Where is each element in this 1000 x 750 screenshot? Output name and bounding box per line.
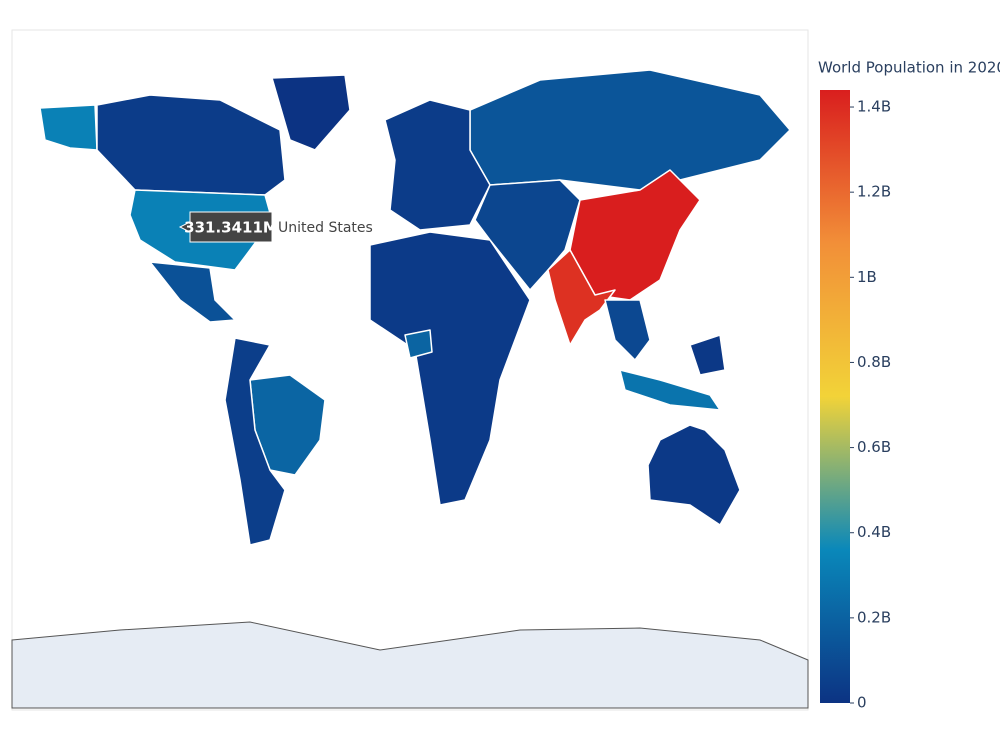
country[interactable] xyxy=(689,334,726,376)
country[interactable] xyxy=(647,424,741,526)
antarctica xyxy=(11,621,809,709)
colorbar-title: World Population in 2020 xyxy=(818,59,1000,77)
colorbar-tick-label: 1.4B xyxy=(857,98,891,116)
hover-box xyxy=(178,211,273,243)
colorbar-tick-label: 0.4B xyxy=(857,523,891,541)
colorbar-tick-label: 1.2B xyxy=(857,183,891,201)
colorbar-tick-label: 0.2B xyxy=(857,608,891,626)
country[interactable] xyxy=(547,249,616,346)
colorbar-tick-label: 0.8B xyxy=(857,353,891,371)
colorbar-tick-label: 1B xyxy=(857,268,877,286)
country[interactable] xyxy=(619,369,721,411)
hover-name: United States xyxy=(278,220,373,236)
country[interactable] xyxy=(604,299,651,361)
country[interactable] xyxy=(149,261,236,323)
country[interactable] xyxy=(384,99,491,231)
colorbar-tick-label: 0 xyxy=(857,694,867,712)
countries xyxy=(39,69,791,546)
alaska[interactable] xyxy=(39,104,98,151)
colorbar-tick-label: 0.6B xyxy=(857,438,891,456)
country[interactable] xyxy=(96,94,286,196)
colorbar xyxy=(820,90,850,703)
hover-label: 331.3411M United States xyxy=(178,211,373,243)
hover-value: 331.3411M xyxy=(184,219,278,237)
country[interactable] xyxy=(271,74,351,151)
country[interactable] xyxy=(224,337,286,546)
country[interactable] xyxy=(404,329,433,359)
